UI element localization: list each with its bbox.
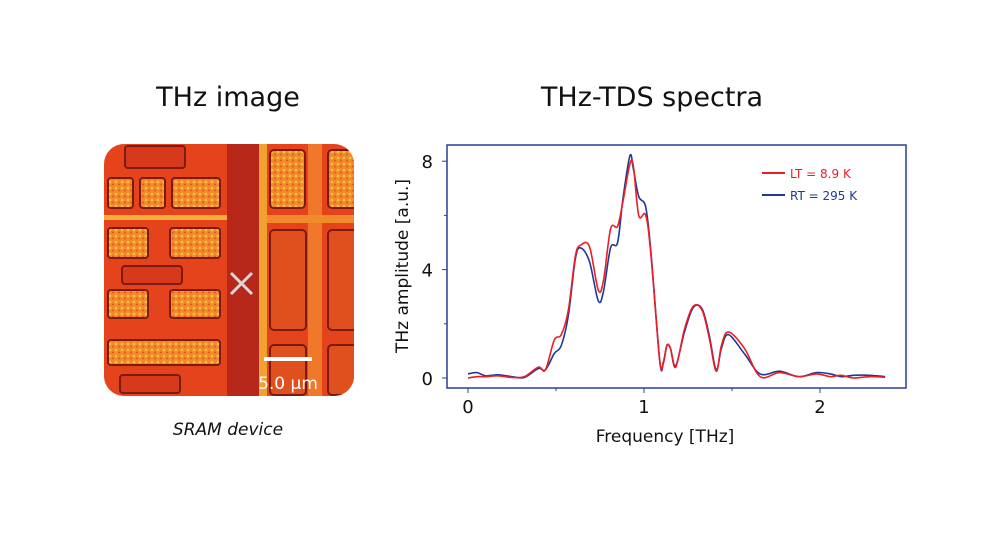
scale-bar-label: 5.0 µm [258, 374, 318, 394]
legend: LT = 8.9 K RT = 295 K [762, 167, 858, 203]
x-tick-label: 2 [814, 397, 825, 418]
plot-frame [446, 144, 907, 389]
x-tick-label: 1 [638, 397, 649, 418]
image-caption: SRAM device [172, 420, 284, 440]
thz-image: 5.0 µm [104, 144, 354, 396]
y-tick-label: 4 [422, 261, 433, 282]
x-mark-icon [229, 271, 254, 296]
series-line-lt [467, 159, 886, 379]
legend-label-rt: RT = 295 K [790, 189, 858, 203]
scale-bar [264, 357, 312, 361]
y-tick-label: 0 [422, 369, 433, 390]
x-tick-label: 0 [462, 397, 473, 418]
y-axis-label: THz amplitude [a.u.] [393, 179, 413, 354]
legend-label-lt: LT = 8.9 K [790, 167, 852, 181]
y-tick-label: 8 [422, 152, 433, 173]
chart-title: THz-TDS spectra [540, 82, 764, 113]
image-panel-title: THz image [156, 82, 300, 113]
x-axis-label: Frequency [THz] [596, 427, 735, 447]
